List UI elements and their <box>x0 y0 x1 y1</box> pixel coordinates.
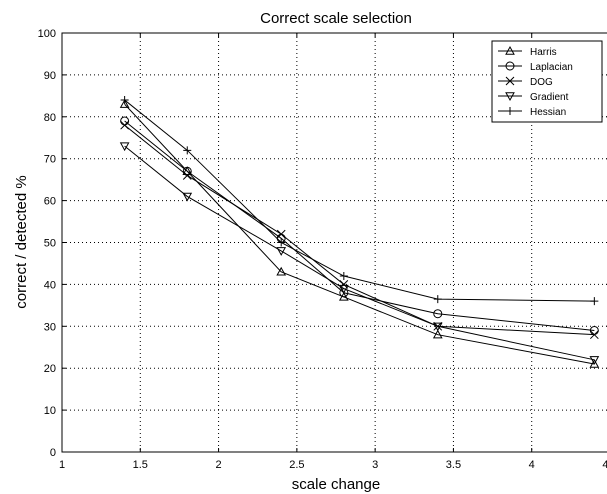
data-point-hessian <box>339 272 348 281</box>
chart-title: Correct scale selection <box>260 10 412 27</box>
data-point-hessian <box>433 295 442 304</box>
y-tick-label: 100 <box>38 28 56 40</box>
data-point-harris <box>182 166 193 175</box>
legend-label-harris: Harris <box>530 47 557 58</box>
data-point-harris <box>119 99 130 108</box>
series-gradient <box>119 142 600 365</box>
series-hessian <box>120 96 599 306</box>
y-axis-title: correct / detected % <box>13 175 30 308</box>
y-tick-label: 20 <box>44 363 56 375</box>
legend-item-laplacian: Laplacian <box>498 61 573 73</box>
legend-item-gradient: Gradient <box>498 92 569 103</box>
data-point-hessian <box>120 96 129 105</box>
legend-item-hessian: Hessian <box>498 107 566 118</box>
y-tick-label: 40 <box>44 279 56 291</box>
x-tick-label: 3 <box>372 459 378 471</box>
data-point-gradient <box>432 322 443 332</box>
y-tick-label: 70 <box>44 154 56 166</box>
y-tick-label: 30 <box>44 321 56 333</box>
legend: Harris Laplacian DOG Gradient Hessian <box>491 40 603 123</box>
data-point-hessian <box>277 238 286 247</box>
series-line-harris <box>124 103 595 365</box>
data-point-gradient <box>338 284 349 294</box>
axis-ticks: 1 1.5 2 2.5 3 3.5 4 4.5 0 10 20 30 40 50 60 70 80 90 100 <box>38 28 607 471</box>
legend-marker-harris <box>505 45 515 55</box>
x-tick-label: 4 <box>529 459 535 471</box>
legend-item-harris: Harris <box>498 45 557 58</box>
data-point-hessian <box>183 146 192 155</box>
data-point-harris <box>589 358 600 368</box>
data-point-dog <box>120 120 129 130</box>
legend-item-dog: DOG <box>498 76 553 88</box>
legend-label-dog: DOG <box>530 77 553 88</box>
data-point-hessian <box>590 297 599 306</box>
data-point-gradient <box>119 142 130 152</box>
legend-marker-dog <box>505 76 515 86</box>
x-tick-label: 2.5 <box>289 459 304 471</box>
y-tick-label: 90 <box>44 70 56 82</box>
legend-label-laplacian: Laplacian <box>530 62 573 73</box>
x-tick-label: 2 <box>216 459 222 471</box>
y-tick-label: 80 <box>44 112 56 124</box>
series-group <box>119 96 600 368</box>
data-point-laplacian <box>433 309 443 319</box>
x-tick-label: 1 <box>59 459 65 471</box>
y-tick-label: 0 <box>50 447 56 459</box>
legend-label-hessian: Hessian <box>530 107 566 118</box>
x-tick-label: 1.5 <box>133 459 148 471</box>
data-point-gradient <box>589 356 600 365</box>
legend-label-gradient: Gradient <box>530 92 569 103</box>
series-line-laplacian <box>124 120 595 331</box>
x-tick-label: 4.5 <box>602 459 607 471</box>
x-axis-title: scale change <box>292 476 380 493</box>
data-point-harris <box>432 329 443 339</box>
y-tick-label: 60 <box>44 196 56 208</box>
data-point-gradient <box>276 247 287 256</box>
series-line-hessian <box>124 99 595 302</box>
data-point-harris <box>276 266 287 276</box>
x-tick-label: 3.5 <box>446 459 461 471</box>
data-point-dog <box>182 171 192 180</box>
data-point-dog <box>589 330 599 340</box>
data-point-gradient <box>182 192 193 202</box>
legend-marker-laplacian <box>505 61 515 71</box>
legend-marker-gradient <box>505 92 515 102</box>
series-line-gradient <box>124 145 595 361</box>
y-tick-label: 10 <box>44 405 56 417</box>
data-point-dog <box>276 229 286 239</box>
legend-marker-hessian <box>506 107 514 115</box>
y-tick-label: 50 <box>44 238 56 250</box>
